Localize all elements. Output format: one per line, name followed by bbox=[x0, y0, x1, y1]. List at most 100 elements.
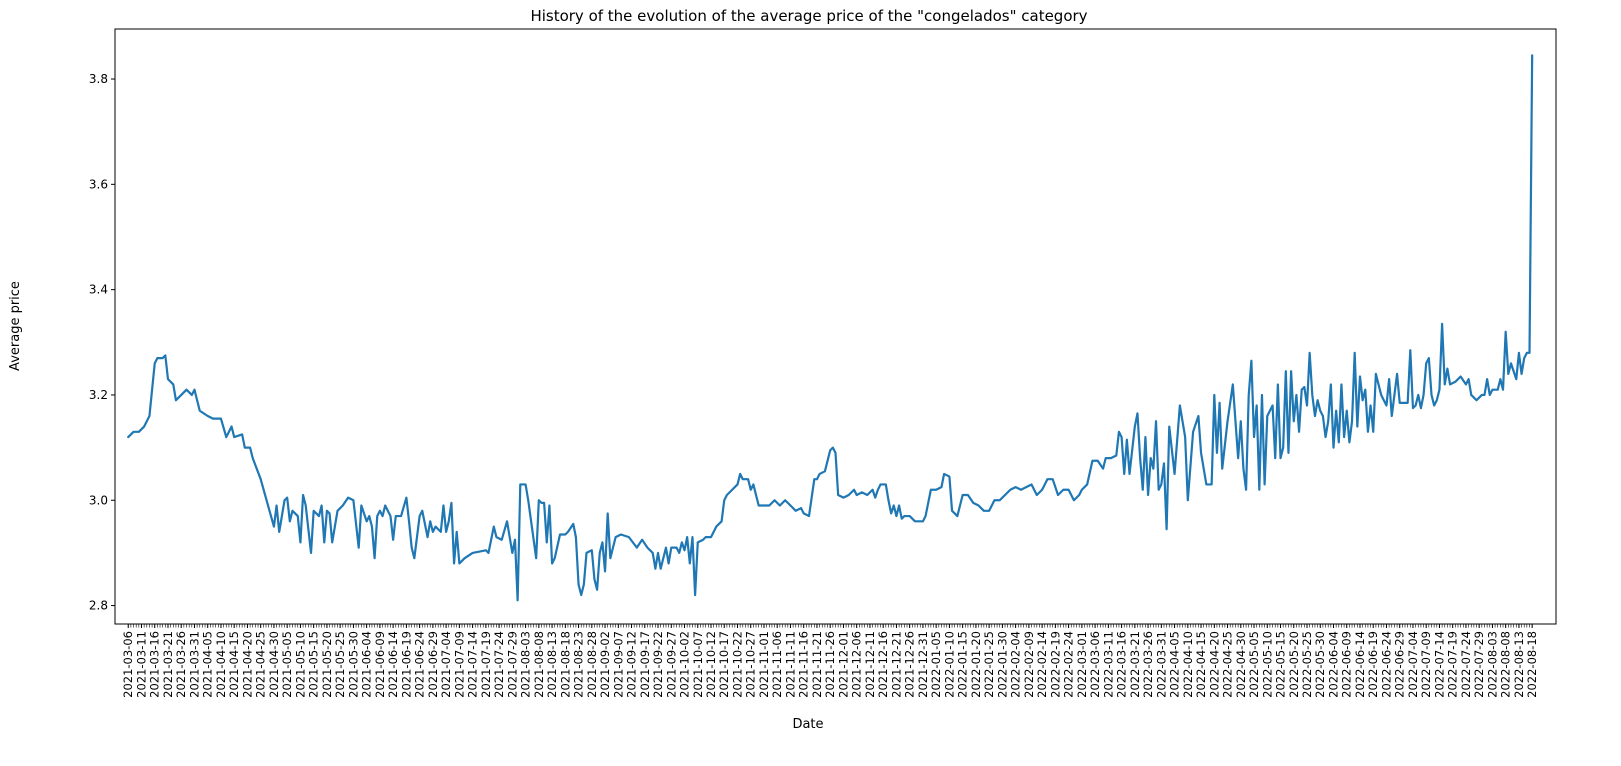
x-tick-label: 2022-04-20 bbox=[1207, 631, 1221, 698]
x-tick-label: 2022-04-10 bbox=[1181, 631, 1195, 698]
x-tick-label: 2021-04-25 bbox=[254, 631, 268, 698]
x-tick-label: 2022-01-20 bbox=[969, 631, 983, 698]
x-tick-label: 2022-08-03 bbox=[1485, 631, 1499, 698]
y-tick-label: 3.8 bbox=[89, 72, 108, 86]
x-tick-label: 2022-05-15 bbox=[1274, 631, 1288, 698]
x-tick-label: 2022-03-11 bbox=[1101, 631, 1115, 698]
series-line-0 bbox=[127, 54, 1534, 602]
x-tick-label: 2022-02-14 bbox=[1035, 631, 1049, 698]
x-tick-label: 2021-05-05 bbox=[280, 631, 294, 698]
x-tick-label: 2021-06-24 bbox=[413, 631, 427, 698]
x-tick-label: 2021-10-17 bbox=[717, 631, 731, 698]
x-tick-label: 2022-02-19 bbox=[1048, 631, 1062, 698]
x-tick-label: 2021-12-26 bbox=[903, 631, 917, 698]
x-tick-label: 2021-08-13 bbox=[545, 631, 559, 698]
x-tick-label: 2021-11-16 bbox=[797, 631, 811, 698]
x-tick-label: 2021-06-19 bbox=[399, 631, 413, 698]
x-tick-label: 2022-03-31 bbox=[1154, 631, 1168, 698]
x-tick-label: 2021-07-09 bbox=[452, 631, 466, 698]
x-tick-label: 2021-03-06 bbox=[121, 631, 135, 698]
x-tick-label: 2021-03-11 bbox=[134, 631, 148, 698]
x-tick-label: 2022-08-13 bbox=[1512, 631, 1526, 698]
x-tick-label: 2022-02-04 bbox=[1009, 631, 1023, 698]
x-tick-label: 2022-01-10 bbox=[942, 631, 956, 698]
x-tick-label: 2022-01-15 bbox=[956, 631, 970, 698]
x-tick-label: 2021-10-27 bbox=[744, 631, 758, 698]
x-tick-label: 2022-03-06 bbox=[1088, 631, 1102, 698]
x-tick-label: 2022-05-20 bbox=[1287, 631, 1301, 698]
plot-frame bbox=[114, 28, 1557, 625]
x-tick-label: 2021-12-01 bbox=[836, 631, 850, 698]
x-tick-label: 2021-09-17 bbox=[638, 631, 652, 698]
x-tick-label: 2022-03-21 bbox=[1128, 631, 1142, 698]
y-axis: 2.8 3.0 3.2 3.4 3.6 3.8 bbox=[89, 72, 115, 613]
x-tick-label: 2021-03-16 bbox=[148, 631, 162, 698]
x-minor-ticks bbox=[127, 624, 1533, 628]
y-tick-label: 3.6 bbox=[89, 177, 108, 191]
x-tick-label: 2021-10-02 bbox=[678, 631, 692, 698]
x-tick-label: 2021-09-12 bbox=[625, 631, 639, 698]
x-tick-label: 2021-10-12 bbox=[704, 631, 718, 698]
x-tick-label: 2021-11-06 bbox=[770, 631, 784, 698]
x-tick-label: 2021-09-27 bbox=[664, 631, 678, 698]
x-tick-label: 2021-09-07 bbox=[611, 631, 625, 698]
x-tick-label: 2021-03-31 bbox=[187, 631, 201, 698]
x-tick-label: 2022-02-09 bbox=[1022, 631, 1036, 698]
x-tick-label: 2022-06-19 bbox=[1366, 631, 1380, 698]
x-tick-label: 2022-06-29 bbox=[1393, 631, 1407, 698]
x-tick-label: 2021-09-22 bbox=[651, 631, 665, 698]
x-tick-label: 2022-07-14 bbox=[1432, 631, 1446, 698]
x-tick-label: 2021-05-10 bbox=[293, 631, 307, 698]
x-tick-label: 2021-07-19 bbox=[479, 631, 493, 698]
x-tick-label: 2021-11-26 bbox=[823, 631, 837, 698]
x-tick-label: 2021-10-22 bbox=[730, 631, 744, 698]
x-tick-label: 2022-07-19 bbox=[1446, 631, 1460, 698]
x-tick-label: 2021-06-04 bbox=[360, 631, 374, 698]
x-tick-label: 2021-09-02 bbox=[598, 631, 612, 698]
x-tick-label: 2021-08-03 bbox=[519, 631, 533, 698]
x-tick-label: 2022-05-30 bbox=[1313, 631, 1327, 698]
x-tick-label: 2022-08-08 bbox=[1499, 631, 1513, 698]
x-axis-label: Date bbox=[792, 717, 823, 732]
x-tick-label: 2021-07-14 bbox=[466, 631, 480, 698]
x-tick-label: 2022-04-30 bbox=[1234, 631, 1248, 698]
y-tick-label: 3.0 bbox=[89, 493, 108, 507]
x-tick-label: 2021-12-16 bbox=[876, 631, 890, 698]
x-tick-label: 2021-12-31 bbox=[916, 631, 930, 698]
x-tick-label: 2022-05-10 bbox=[1260, 631, 1274, 698]
x-tick-label: 2021-04-10 bbox=[214, 631, 228, 698]
x-tick-label: 2022-01-25 bbox=[982, 631, 996, 698]
x-tick-label: 2021-11-21 bbox=[810, 631, 824, 698]
x-tick-label: 2021-06-09 bbox=[373, 631, 387, 698]
x-tick-label: 2021-03-26 bbox=[174, 631, 188, 698]
x-tick-label: 2022-06-04 bbox=[1326, 631, 1340, 698]
x-tick-label: 2021-03-21 bbox=[161, 631, 175, 698]
x-axis: 2021-03-06 2021-03-11 2021-03-16 2021-03-21… bbox=[121, 624, 1539, 698]
x-tick-label: 2022-03-01 bbox=[1075, 631, 1089, 698]
x-tick-label: 2021-10-07 bbox=[691, 631, 705, 698]
x-tick-label: 2021-08-23 bbox=[572, 631, 586, 698]
x-tick-label: 2021-06-14 bbox=[386, 631, 400, 698]
x-tick-label: 2021-12-21 bbox=[889, 631, 903, 698]
x-tick-label: 2021-12-06 bbox=[850, 631, 864, 698]
x-tick-label: 2022-03-26 bbox=[1141, 631, 1155, 698]
x-tick-label: 2022-04-15 bbox=[1194, 631, 1208, 698]
y-tick-label: 2.8 bbox=[89, 599, 108, 613]
x-tick-label: 2021-04-05 bbox=[201, 631, 215, 698]
x-tick-label: 2022-05-05 bbox=[1247, 631, 1261, 698]
x-tick-label: 2021-12-11 bbox=[863, 631, 877, 698]
x-tick-label: 2021-05-25 bbox=[333, 631, 347, 698]
x-tick-label: 2021-08-28 bbox=[585, 631, 599, 698]
x-tick-label: 2021-07-24 bbox=[492, 631, 506, 698]
y-axis-label: Average price bbox=[8, 281, 23, 371]
x-tick-label: 2021-11-11 bbox=[783, 631, 797, 698]
x-tick-label: 2022-04-25 bbox=[1221, 631, 1235, 698]
x-tick-label: 2021-08-08 bbox=[532, 631, 546, 698]
x-tick-label: 2022-07-04 bbox=[1406, 631, 1420, 698]
x-tick-label: 2021-07-29 bbox=[505, 631, 519, 698]
chart-title: History of the evolution of the average … bbox=[530, 7, 1087, 25]
x-tick-label: 2022-08-18 bbox=[1525, 631, 1539, 698]
y-tick-label: 3.4 bbox=[89, 283, 108, 297]
x-tick-label: 2022-04-05 bbox=[1168, 631, 1182, 698]
